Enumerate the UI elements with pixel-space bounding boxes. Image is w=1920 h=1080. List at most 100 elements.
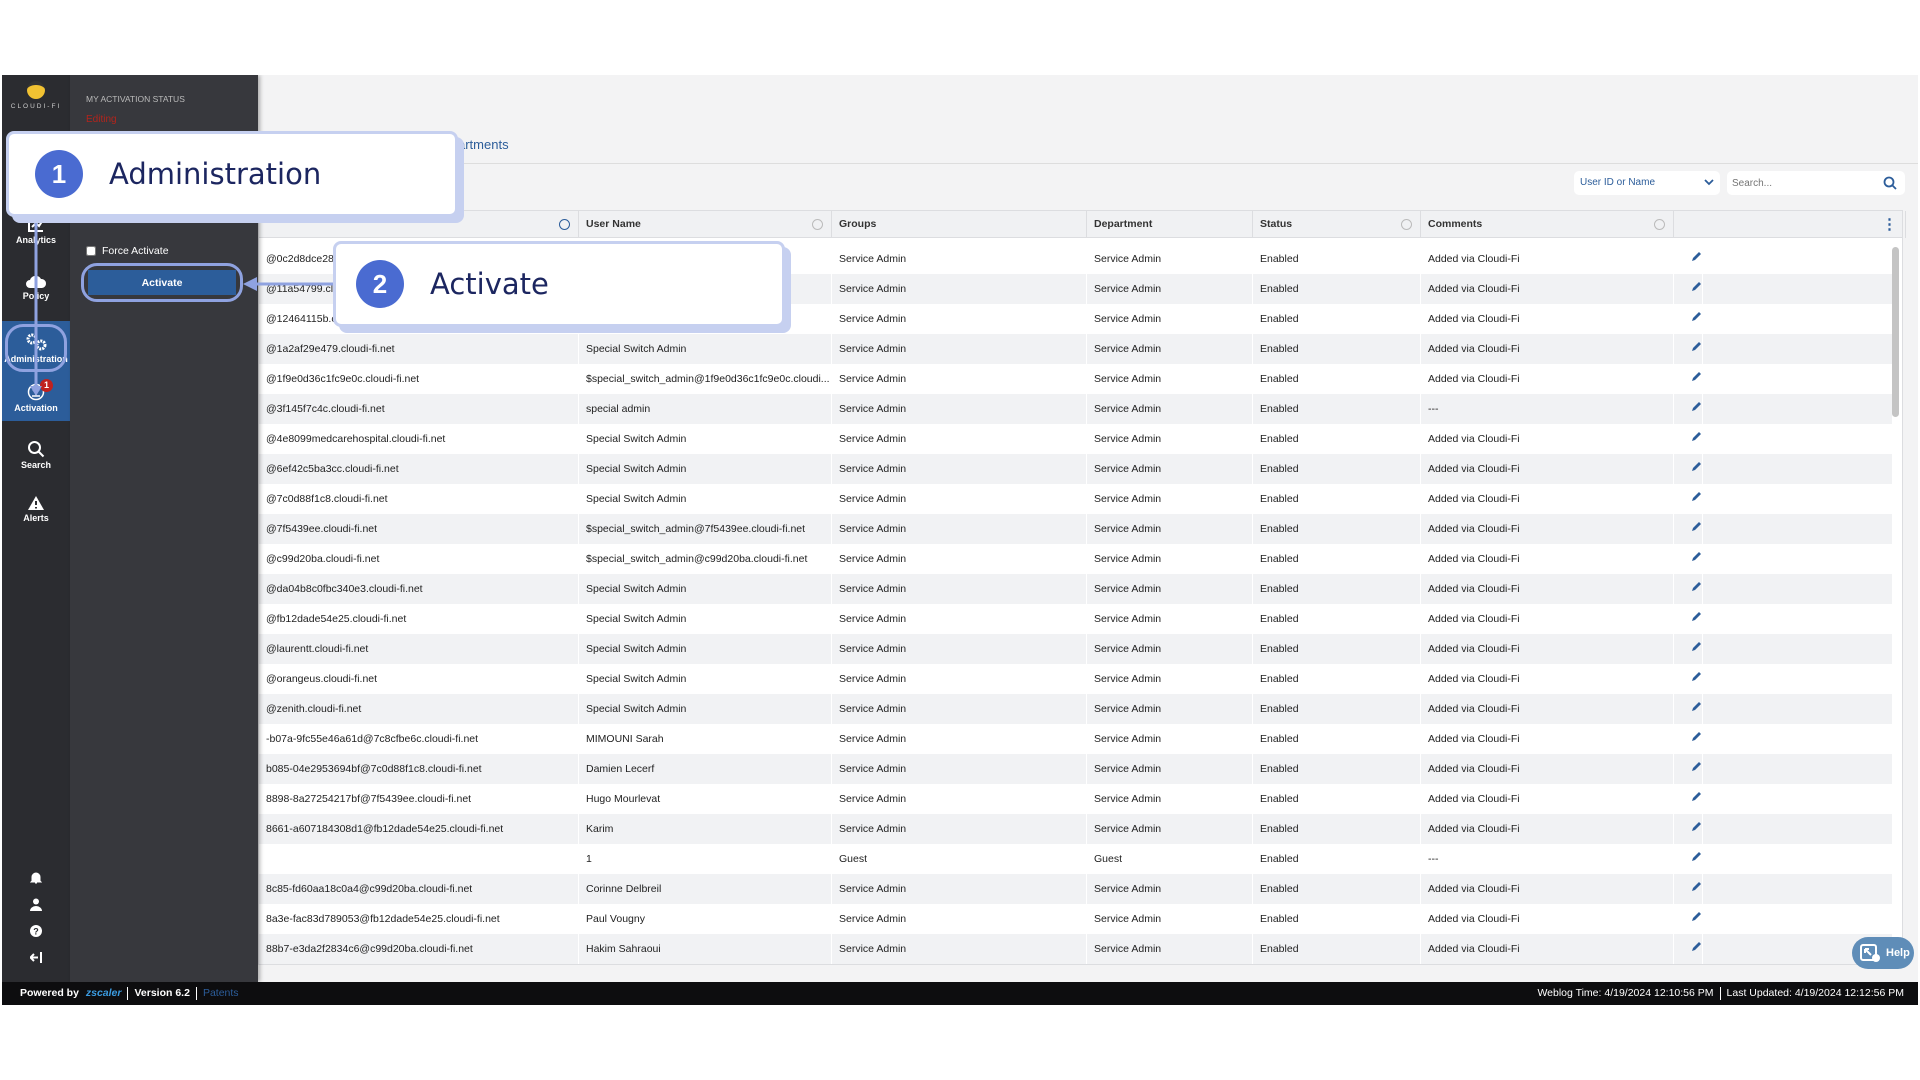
column-header[interactable]: Status bbox=[1253, 211, 1421, 238]
table-row[interactable]: -b07a-9fc55e46a61d@7c8cfbe6c.cloudi-fi.n… bbox=[259, 724, 1892, 754]
notifications-button[interactable] bbox=[2, 871, 70, 886]
cell: Service Admin bbox=[1087, 874, 1253, 904]
sort-icon[interactable] bbox=[812, 219, 823, 230]
edit-button[interactable] bbox=[1684, 724, 1703, 754]
table-row[interactable]: @fb12dade54e25.cloudi-fi.net Special Swit… bbox=[259, 604, 1892, 634]
edit-button[interactable] bbox=[1684, 754, 1703, 784]
column-menu-icon[interactable]: ⋮ bbox=[1882, 216, 1897, 233]
cell: 88b7-e3da2f2834c6@c99d20ba.cloudi-fi.net bbox=[259, 934, 579, 964]
cell: Special Switch Admin bbox=[579, 634, 832, 664]
cell: Enabled bbox=[1253, 844, 1421, 874]
help-widget-button[interactable]: Help bbox=[1852, 937, 1914, 969]
search-filter-dropdown[interactable]: User ID or Name bbox=[1574, 171, 1720, 195]
edit-button[interactable] bbox=[1684, 394, 1703, 424]
column-header[interactable]: Comments bbox=[1421, 211, 1674, 238]
cell: Added via Cloudi-Fi bbox=[1421, 784, 1674, 814]
edit-button[interactable] bbox=[1684, 844, 1703, 874]
edit-button[interactable] bbox=[1684, 424, 1703, 454]
sort-icon[interactable] bbox=[1654, 219, 1665, 230]
table-row[interactable]: 8661-a607184308d1@fb12dade54e25.cloudi-f… bbox=[259, 814, 1892, 844]
logout-icon bbox=[30, 952, 42, 963]
table-row[interactable]: @zenith.cloudi-fi.net Special Switch Admi… bbox=[259, 694, 1892, 724]
search-input[interactable] bbox=[1732, 174, 1877, 192]
help-button[interactable]: ? bbox=[2, 925, 70, 939]
edit-button[interactable] bbox=[1684, 694, 1703, 724]
edit-button[interactable] bbox=[1684, 664, 1703, 694]
table-row[interactable]: @3f145f7c4c.cloudi-fi.net special admin Se… bbox=[259, 394, 1892, 424]
cell: Hakim Sahraoui bbox=[579, 934, 832, 964]
cell: Service Admin bbox=[832, 364, 1087, 394]
table-row[interactable]: 8a3e-fac83d789053@fb12dade54e25.cloudi-f… bbox=[259, 904, 1892, 934]
table-row[interactable]: @1f9e0d36c1fc9e0c.cloudi-fi.net $special_… bbox=[259, 364, 1892, 394]
edit-button[interactable] bbox=[1684, 244, 1703, 274]
logout-button[interactable] bbox=[2, 952, 70, 965]
column-header[interactable]: ⋮ bbox=[1674, 211, 1906, 238]
edit-button[interactable] bbox=[1684, 304, 1703, 334]
help-widget-icon bbox=[1860, 944, 1880, 962]
column-header[interactable]: Department bbox=[1087, 211, 1253, 238]
force-activate-option[interactable]: Force Activate bbox=[86, 245, 169, 257]
cell: @orangeus.cloudi-fi.net bbox=[259, 664, 579, 694]
profile-button[interactable] bbox=[2, 898, 70, 913]
column-header[interactable]: User Name bbox=[579, 211, 832, 238]
column-header[interactable] bbox=[259, 211, 579, 238]
cell: Enabled bbox=[1253, 304, 1421, 334]
table-row[interactable]: 8898-8a27254217bf@7f5439ee.cloudi-fi.net… bbox=[259, 784, 1892, 814]
edit-button[interactable] bbox=[1684, 544, 1703, 574]
edit-button[interactable] bbox=[1684, 334, 1703, 364]
edit-button[interactable] bbox=[1684, 934, 1703, 964]
cell: Added via Cloudi-Fi bbox=[1421, 304, 1674, 334]
edit-button[interactable] bbox=[1684, 904, 1703, 934]
edit-button[interactable] bbox=[1684, 364, 1703, 394]
tab-departments[interactable]: artments bbox=[458, 137, 509, 152]
cell: Service Admin bbox=[1087, 694, 1253, 724]
table-row[interactable]: @0c2d8dce285 Service Admin Service Admin En… bbox=[259, 244, 1892, 274]
edit-button[interactable] bbox=[1684, 814, 1703, 844]
edit-button[interactable] bbox=[1684, 784, 1703, 814]
edit-button[interactable] bbox=[1684, 454, 1703, 484]
table-row[interactable]: 88b7-e3da2f2834c6@c99d20ba.cloudi-fi.net… bbox=[259, 934, 1892, 964]
table-row[interactable]: @c99d20ba.cloudi-fi.net $special_switch_a… bbox=[259, 544, 1892, 574]
edit-button[interactable] bbox=[1684, 574, 1703, 604]
table-row[interactable]: @4e8099medcarehospital.cloudi-fi.net Spec… bbox=[259, 424, 1892, 454]
patents-link[interactable]: Patents bbox=[202, 987, 239, 999]
callout-arrow bbox=[243, 277, 335, 291]
edit-button[interactable] bbox=[1684, 604, 1703, 634]
logo: CLOUDI-FI bbox=[2, 81, 70, 110]
edit-button[interactable] bbox=[1684, 274, 1703, 304]
search-icon[interactable] bbox=[1883, 176, 1897, 190]
force-activate-checkbox[interactable] bbox=[86, 246, 96, 256]
sort-icon[interactable] bbox=[559, 219, 570, 230]
edit-button[interactable] bbox=[1684, 514, 1703, 544]
cell: Service Admin bbox=[1087, 454, 1253, 484]
table-row[interactable]: @7f5439ee.cloudi-fi.net $special_switch_a… bbox=[259, 514, 1892, 544]
table-row[interactable]: @da04b8c0fbc340e3.cloudi-fi.net Special S… bbox=[259, 574, 1892, 604]
table-row[interactable]: @laurentt.cloudi-fi.net Special Switch Ad… bbox=[259, 634, 1892, 664]
rail-item-search[interactable]: Search bbox=[2, 440, 70, 470]
table-row[interactable]: 8c85-fd60aa18c0a4@c99d20ba.cloudi-fi.net… bbox=[259, 874, 1892, 904]
tabs-divider bbox=[260, 163, 1918, 164]
rail-item-alerts[interactable]: Alerts bbox=[2, 495, 70, 523]
cell: Enabled bbox=[1253, 874, 1421, 904]
callout-step-2: 2 Activate bbox=[333, 241, 785, 327]
cell: Corinne Delbreil bbox=[579, 874, 832, 904]
cell: Enabled bbox=[1253, 904, 1421, 934]
sort-icon[interactable] bbox=[1401, 219, 1412, 230]
cell: @zenith.cloudi-fi.net bbox=[259, 694, 579, 724]
scrollbar[interactable] bbox=[1892, 247, 1899, 417]
cell: @7c0d88f1c8.cloudi-fi.net bbox=[259, 484, 579, 514]
table-row[interactable]: @orangeus.cloudi-fi.net Special Switch Ad… bbox=[259, 664, 1892, 694]
cell: 8661-a607184308d1@fb12dade54e25.cloudi-f… bbox=[259, 814, 579, 844]
table-row[interactable]: @1a2af29e479.cloudi-fi.net Special Switch… bbox=[259, 334, 1892, 364]
edit-button[interactable] bbox=[1684, 874, 1703, 904]
cell: Enabled bbox=[1253, 364, 1421, 394]
table-row[interactable]: @7c0d88f1c8.cloudi-fi.net Special Switch … bbox=[259, 484, 1892, 514]
table-row[interactable]: 1 Guest Guest Enabled --- bbox=[259, 844, 1892, 874]
table-row[interactable]: b085-04e2953694bf@7c0d88f1c8.cloudi-fi.n… bbox=[259, 754, 1892, 784]
activate-button[interactable]: Activate bbox=[88, 270, 236, 295]
edit-button[interactable] bbox=[1684, 634, 1703, 664]
cell: Added via Cloudi-Fi bbox=[1421, 604, 1674, 634]
edit-button[interactable] bbox=[1684, 484, 1703, 514]
column-header[interactable]: Groups bbox=[832, 211, 1087, 238]
table-row[interactable]: @6ef42c5ba3cc.cloudi-fi.net Special Switc… bbox=[259, 454, 1892, 484]
